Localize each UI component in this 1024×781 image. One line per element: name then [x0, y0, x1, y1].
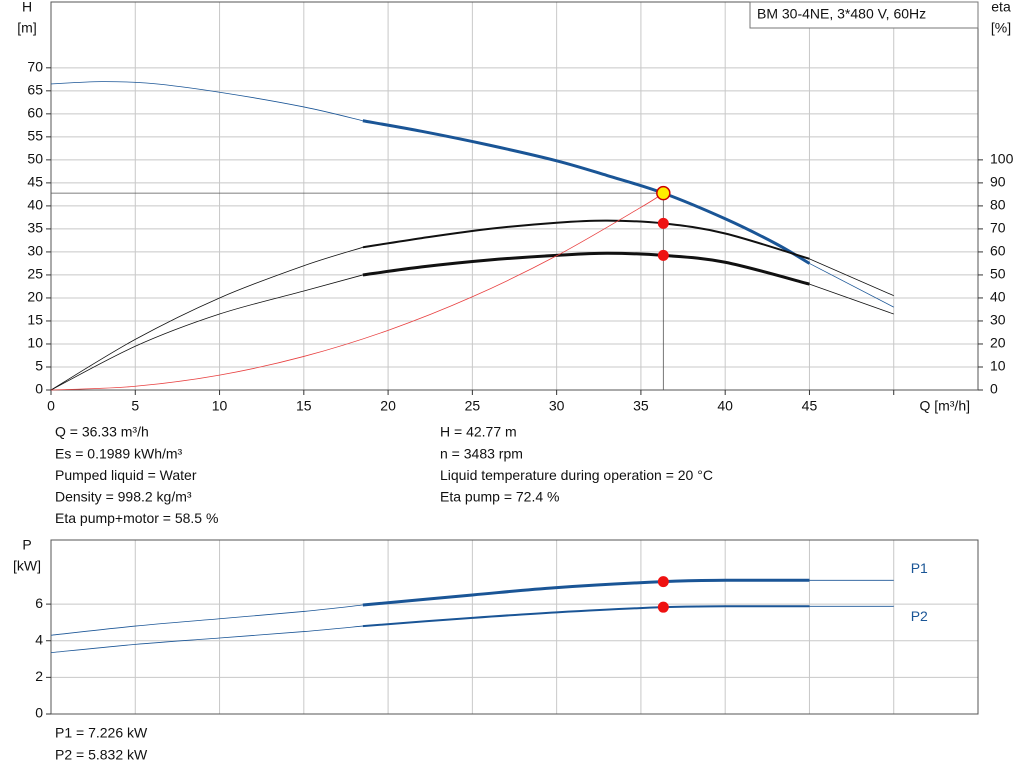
x-tick-label: 40: [717, 398, 733, 414]
power-text: P1 = 7.226 kW: [55, 725, 148, 741]
y-tick-label: 55: [27, 128, 43, 144]
x-tick-label: 0: [47, 398, 55, 414]
duty-point: [656, 185, 671, 201]
x-tick-label: 30: [549, 398, 565, 414]
info-text: Eta pump = 72.4 %: [440, 489, 559, 505]
y-tick-label: 0: [35, 705, 43, 721]
duty-marker: [657, 217, 669, 229]
x-tick-label: 25: [465, 398, 481, 414]
info-text: H = 42.77 m: [440, 424, 517, 440]
y-tick-label: 70: [27, 59, 43, 75]
curve: [809, 258, 894, 297]
x-tick-label: 45: [802, 398, 818, 414]
y-tick-label: 20: [27, 289, 43, 305]
y-tick-label: 30: [27, 243, 43, 259]
curve: [809, 263, 894, 308]
plot-frame: [50, 1, 979, 391]
y-axis-label: [kW]: [13, 558, 41, 574]
chart-title: BM 30-4NE, 3*480 V, 60Hz: [757, 6, 926, 22]
info-text: Liquid temperature during operation = 20…: [440, 467, 713, 483]
y-tick-label: 50: [27, 151, 43, 167]
curve: [50, 81, 363, 122]
curve: [362, 251, 810, 286]
info-text: Eta pump+motor = 58.5 %: [55, 510, 218, 526]
curve: [50, 274, 363, 391]
y-axis-label: P: [22, 537, 31, 553]
power-text: P2 = 5.832 kW: [55, 747, 148, 763]
y2-tick-label: 70: [990, 220, 1006, 236]
duty-marker: [657, 249, 669, 261]
y-tick-label: 35: [27, 220, 43, 236]
info-text: n = 3483 rpm: [440, 445, 523, 461]
y2-tick-label: 30: [990, 312, 1006, 328]
y2-axis-label: eta: [991, 0, 1011, 15]
y-tick-label: 10: [27, 335, 43, 351]
info-text: Q = 36.33 m³/h: [55, 424, 149, 440]
y-tick-label: 15: [27, 312, 43, 328]
y-tick-label: 45: [27, 174, 43, 190]
y-tick-label: 0: [35, 381, 43, 397]
plot: 0 2 4 6 P [kW] P1 P2: [13, 537, 979, 721]
y-tick-label: 40: [27, 197, 43, 213]
series-label: P2: [911, 608, 928, 624]
info-text: Density = 998.2 kg/m³: [55, 489, 192, 505]
curve: [50, 625, 363, 654]
y-tick-label: 5: [35, 358, 43, 374]
info-text: Pumped liquid = Water: [55, 467, 197, 483]
x-tick-label: 35: [633, 398, 649, 414]
title-box: [749, 1, 979, 29]
duty-marker: [657, 601, 669, 613]
y2-tick-label: 10: [990, 358, 1006, 374]
curve: [50, 192, 664, 391]
curve: [362, 219, 810, 260]
duty-marker: [657, 576, 669, 588]
y-axis-label: H: [22, 0, 32, 15]
x-tick-label: 20: [380, 398, 396, 414]
y-tick-label: 4: [35, 631, 43, 647]
y2-tick-label: 90: [990, 174, 1006, 190]
curve: [362, 119, 811, 265]
y2-tick-label: 40: [990, 289, 1006, 305]
y2-tick-label: 20: [990, 335, 1006, 351]
y-tick-label: 6: [35, 595, 43, 611]
info-text: Es = 0.1989 kWh/m³: [55, 445, 183, 461]
curve: [50, 246, 363, 391]
x-tick-label: 10: [212, 398, 228, 414]
y2-tick-label: 0: [990, 381, 998, 397]
y-tick-label: 60: [27, 105, 43, 121]
y2-tick-label: 50: [990, 266, 1006, 282]
y-tick-label: 2: [35, 668, 43, 684]
plot-frame: [50, 539, 979, 715]
y-axis-label: [m]: [17, 20, 36, 36]
y-tick-label: 65: [27, 82, 43, 98]
y2-tick-label: 60: [990, 243, 1006, 259]
curve: [50, 604, 363, 636]
x-tick-label: 15: [296, 398, 312, 414]
curve: [362, 578, 810, 607]
curve: [809, 283, 894, 315]
x-axis-label: Q [m³/h]: [919, 398, 970, 414]
curve: [362, 605, 810, 628]
y2-axis-label: [%]: [991, 20, 1011, 36]
y2-tick-label: 80: [990, 197, 1006, 213]
y2-tick-label: 100: [990, 151, 1014, 167]
series-label: P1: [911, 560, 928, 576]
x-tick-label: 5: [131, 398, 139, 414]
y-tick-label: 25: [27, 266, 43, 282]
plot: 0510152025303540455055606570010203040506…: [17, 0, 1013, 414]
